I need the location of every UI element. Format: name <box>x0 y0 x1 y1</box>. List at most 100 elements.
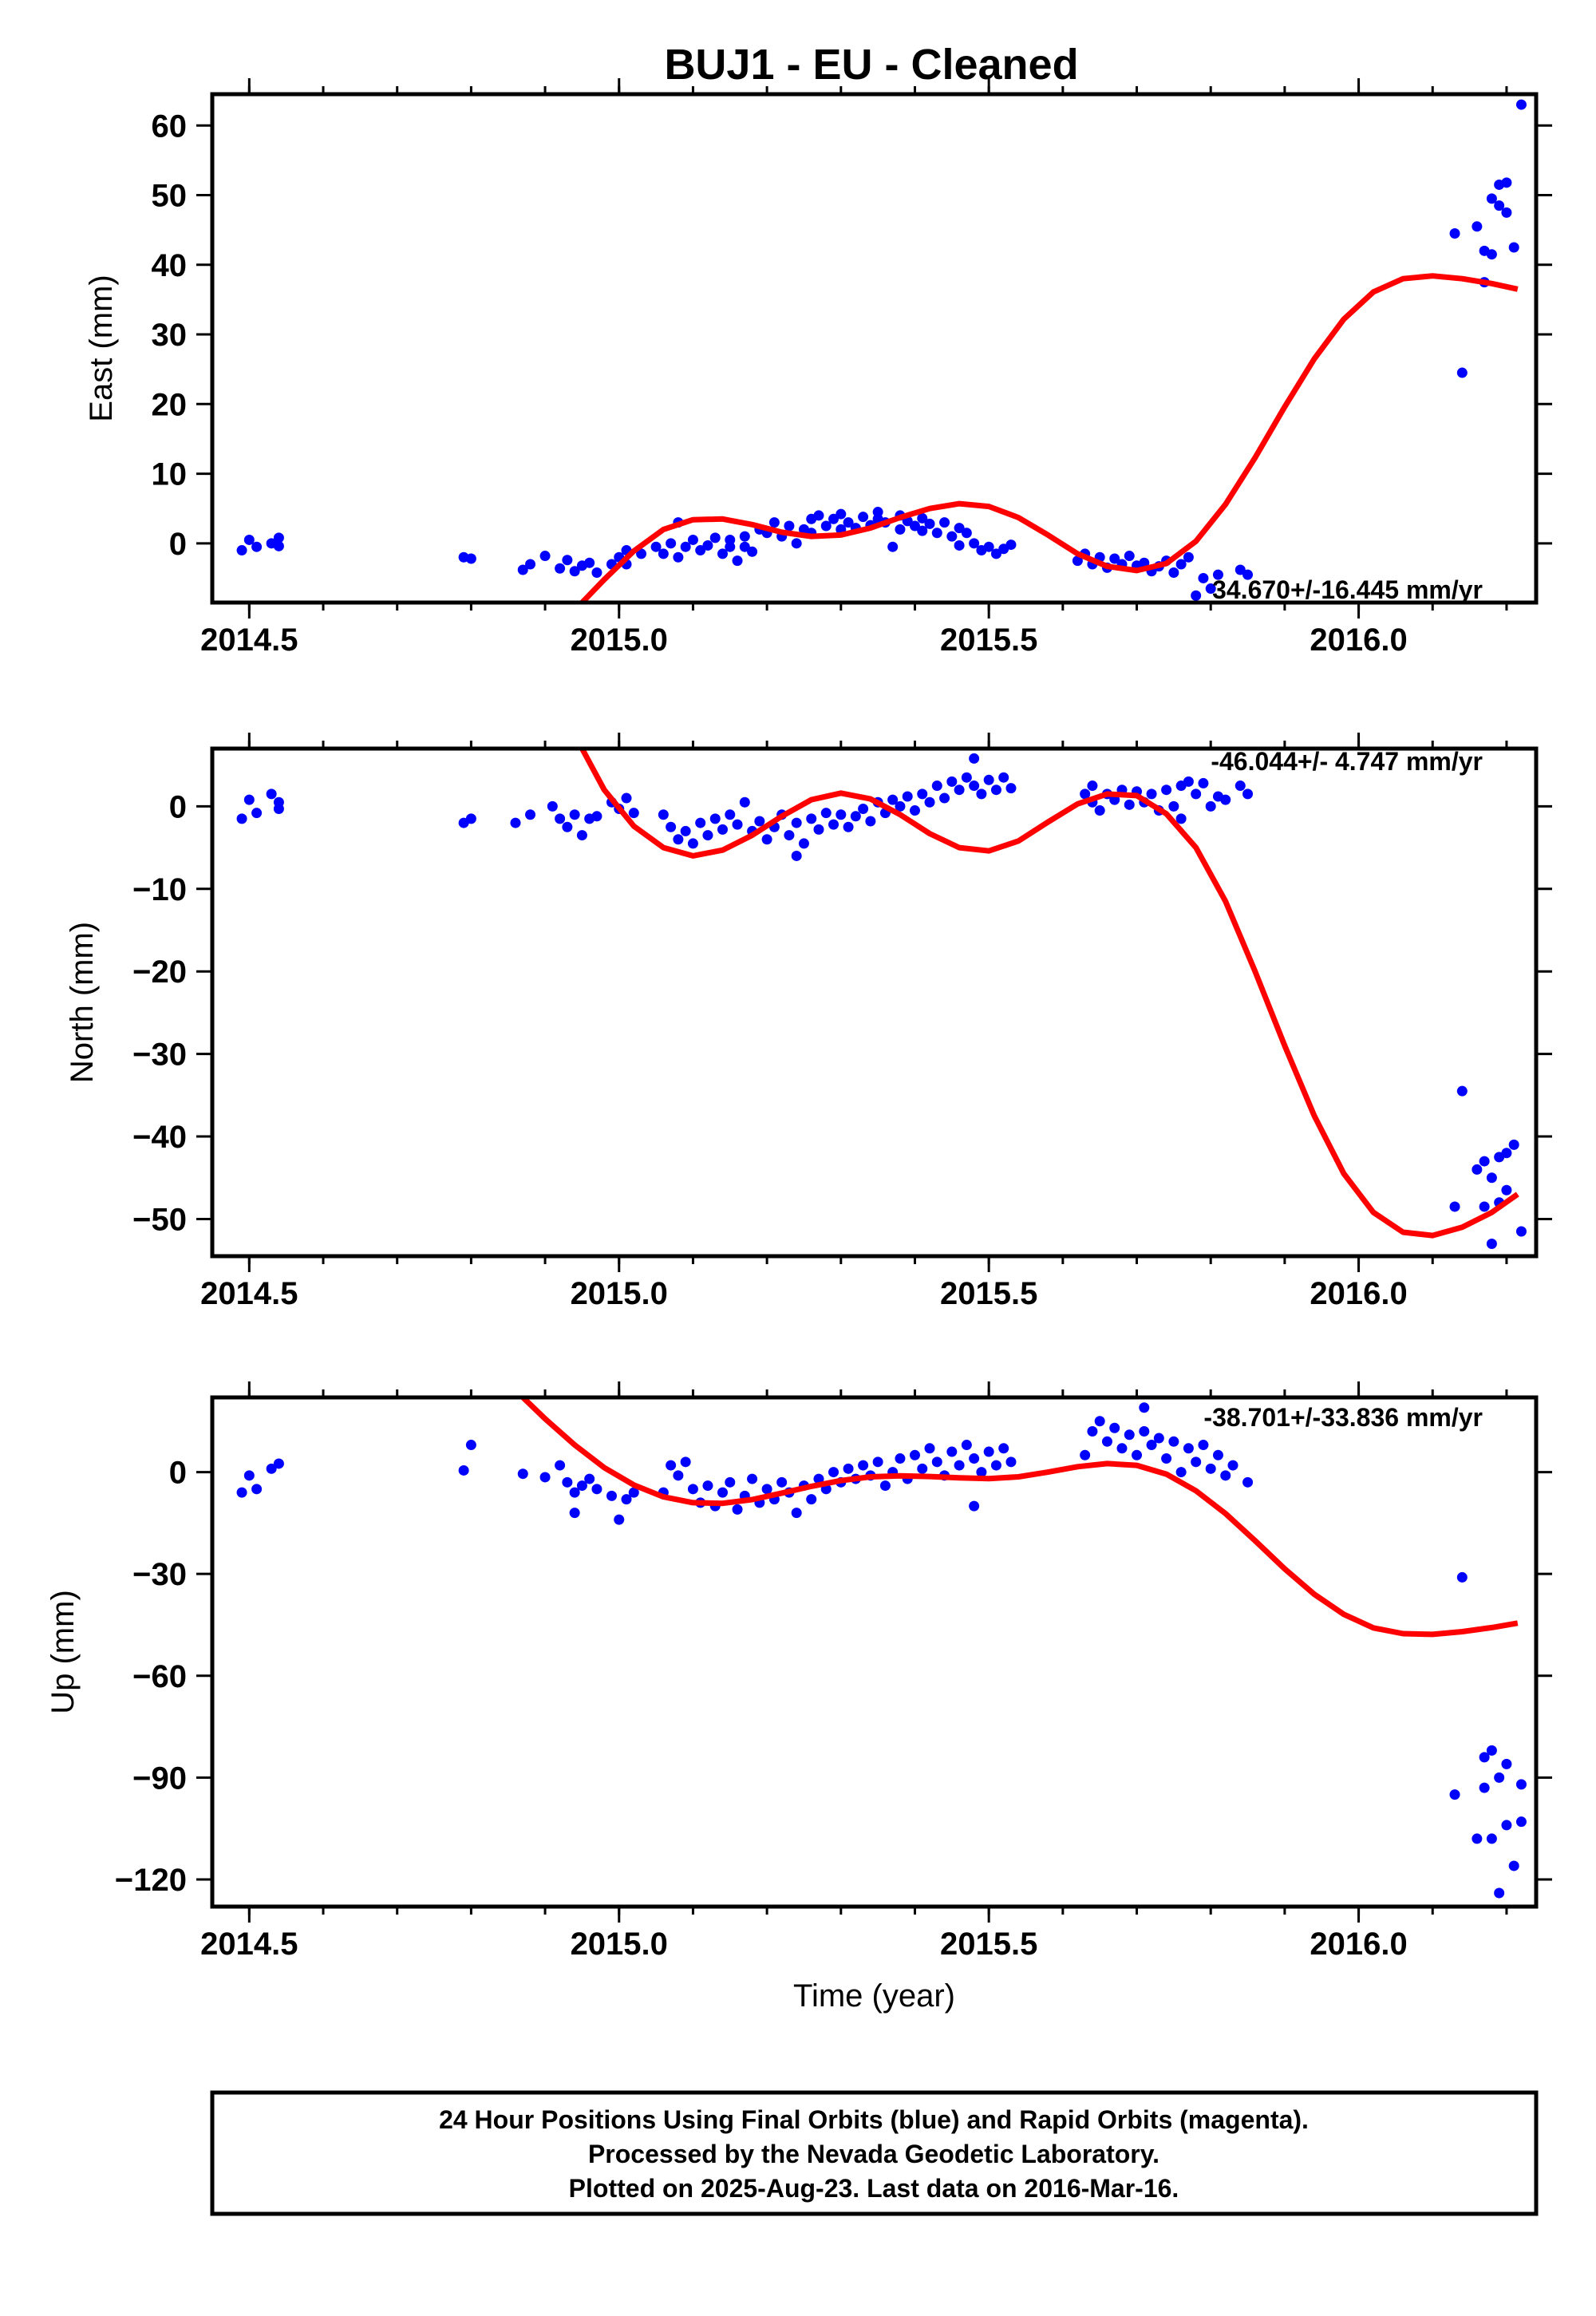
y-tick-label: 0 <box>169 1456 187 1491</box>
data-point <box>879 1480 891 1492</box>
data-point <box>946 776 958 787</box>
data-point <box>836 809 847 820</box>
y-tick-label: −90 <box>132 1761 187 1796</box>
data-point <box>1132 1449 1143 1460</box>
data-point <box>887 541 899 552</box>
data-point <box>1191 590 1202 601</box>
data-point <box>776 1476 788 1488</box>
data-point <box>1124 1429 1135 1441</box>
data-point <box>739 796 750 808</box>
data-point <box>1515 1779 1527 1790</box>
data-point <box>747 1473 758 1484</box>
data-point <box>1183 551 1194 563</box>
data-point <box>525 809 536 820</box>
data-point <box>236 813 247 824</box>
data-point <box>1087 1426 1098 1437</box>
data-point <box>1479 1156 1490 1167</box>
data-point <box>813 510 824 521</box>
data-point <box>798 838 809 849</box>
data-point <box>709 532 721 543</box>
data-point <box>917 788 928 800</box>
data-point <box>1168 567 1179 578</box>
data-point <box>1508 1860 1519 1871</box>
x-tick-label: 2016.0 <box>1310 1927 1407 1962</box>
data-point <box>1072 555 1083 567</box>
data-point <box>465 1440 476 1451</box>
data-point <box>1146 788 1157 800</box>
data-point <box>887 794 899 805</box>
x-tick-label: 2015.5 <box>940 1927 1037 1962</box>
data-point <box>998 1443 1009 1454</box>
data-point <box>895 800 906 812</box>
data-point <box>1472 1833 1483 1844</box>
data-point <box>236 545 247 556</box>
data-point <box>687 838 698 849</box>
data-point <box>732 555 743 567</box>
data-point <box>1101 1436 1112 1447</box>
data-point <box>1515 99 1527 110</box>
data-point <box>562 1476 573 1488</box>
data-point <box>917 1463 928 1474</box>
data-point <box>687 1484 698 1495</box>
data-point <box>606 1490 617 1501</box>
data-point <box>266 788 277 800</box>
data-point <box>717 824 729 835</box>
data-point <box>954 785 965 796</box>
x-tick-label: 2015.0 <box>571 622 668 658</box>
y-tick-label: 10 <box>152 457 188 492</box>
data-point <box>768 517 780 528</box>
data-point <box>680 541 691 552</box>
data-point <box>1456 1085 1468 1097</box>
data-point <box>717 548 729 559</box>
data-point <box>924 1443 935 1454</box>
data-point <box>1515 1226 1527 1237</box>
data-point <box>858 1460 869 1471</box>
data-point <box>1191 788 1202 800</box>
data-point <box>273 1458 284 1469</box>
data-point <box>909 520 920 532</box>
data-point <box>243 534 255 545</box>
data-point <box>266 1463 277 1474</box>
data-point <box>1235 564 1246 575</box>
data-point <box>931 528 942 539</box>
data-point <box>555 1460 566 1471</box>
footer-line-2: Processed by the Nevada Geodetic Laborat… <box>588 2140 1159 2168</box>
data-point <box>1198 777 1209 788</box>
data-point <box>961 528 972 539</box>
y-tick-label: 40 <box>152 248 188 283</box>
data-point <box>1501 1148 1512 1159</box>
data-point <box>939 792 950 804</box>
data-point <box>990 548 1001 559</box>
data-point <box>680 825 691 836</box>
footer-line-1: 24 Hour Positions Using Final Orbits (bl… <box>439 2105 1309 2134</box>
data-point <box>850 811 861 822</box>
data-point <box>976 1467 987 1478</box>
data-point <box>576 830 587 841</box>
data-point <box>791 1508 802 1519</box>
data-point <box>702 539 713 551</box>
data-point <box>1494 200 1505 211</box>
data-point <box>954 539 965 551</box>
data-point <box>813 824 824 835</box>
x-tick-label: 2015.0 <box>571 1276 668 1311</box>
data-point <box>1479 1752 1490 1763</box>
data-point <box>591 811 602 822</box>
data-point <box>1472 1164 1483 1175</box>
data-point <box>1124 551 1135 562</box>
data-point <box>954 523 965 534</box>
y-tick-label: −30 <box>132 1037 187 1073</box>
plot-frame <box>210 92 1539 605</box>
data-point <box>695 817 706 828</box>
data-point <box>954 1460 965 1471</box>
data-point <box>1449 1201 1460 1212</box>
data-point <box>673 551 684 563</box>
data-point <box>1227 1460 1238 1471</box>
x-tick-label: 2015.0 <box>571 1927 668 1962</box>
data-point <box>717 1487 729 1498</box>
data-point <box>747 546 758 557</box>
data-point <box>673 834 684 845</box>
data-point <box>1205 800 1216 812</box>
data-point <box>843 1463 854 1474</box>
data-point <box>628 1487 639 1498</box>
data-point <box>687 534 698 545</box>
